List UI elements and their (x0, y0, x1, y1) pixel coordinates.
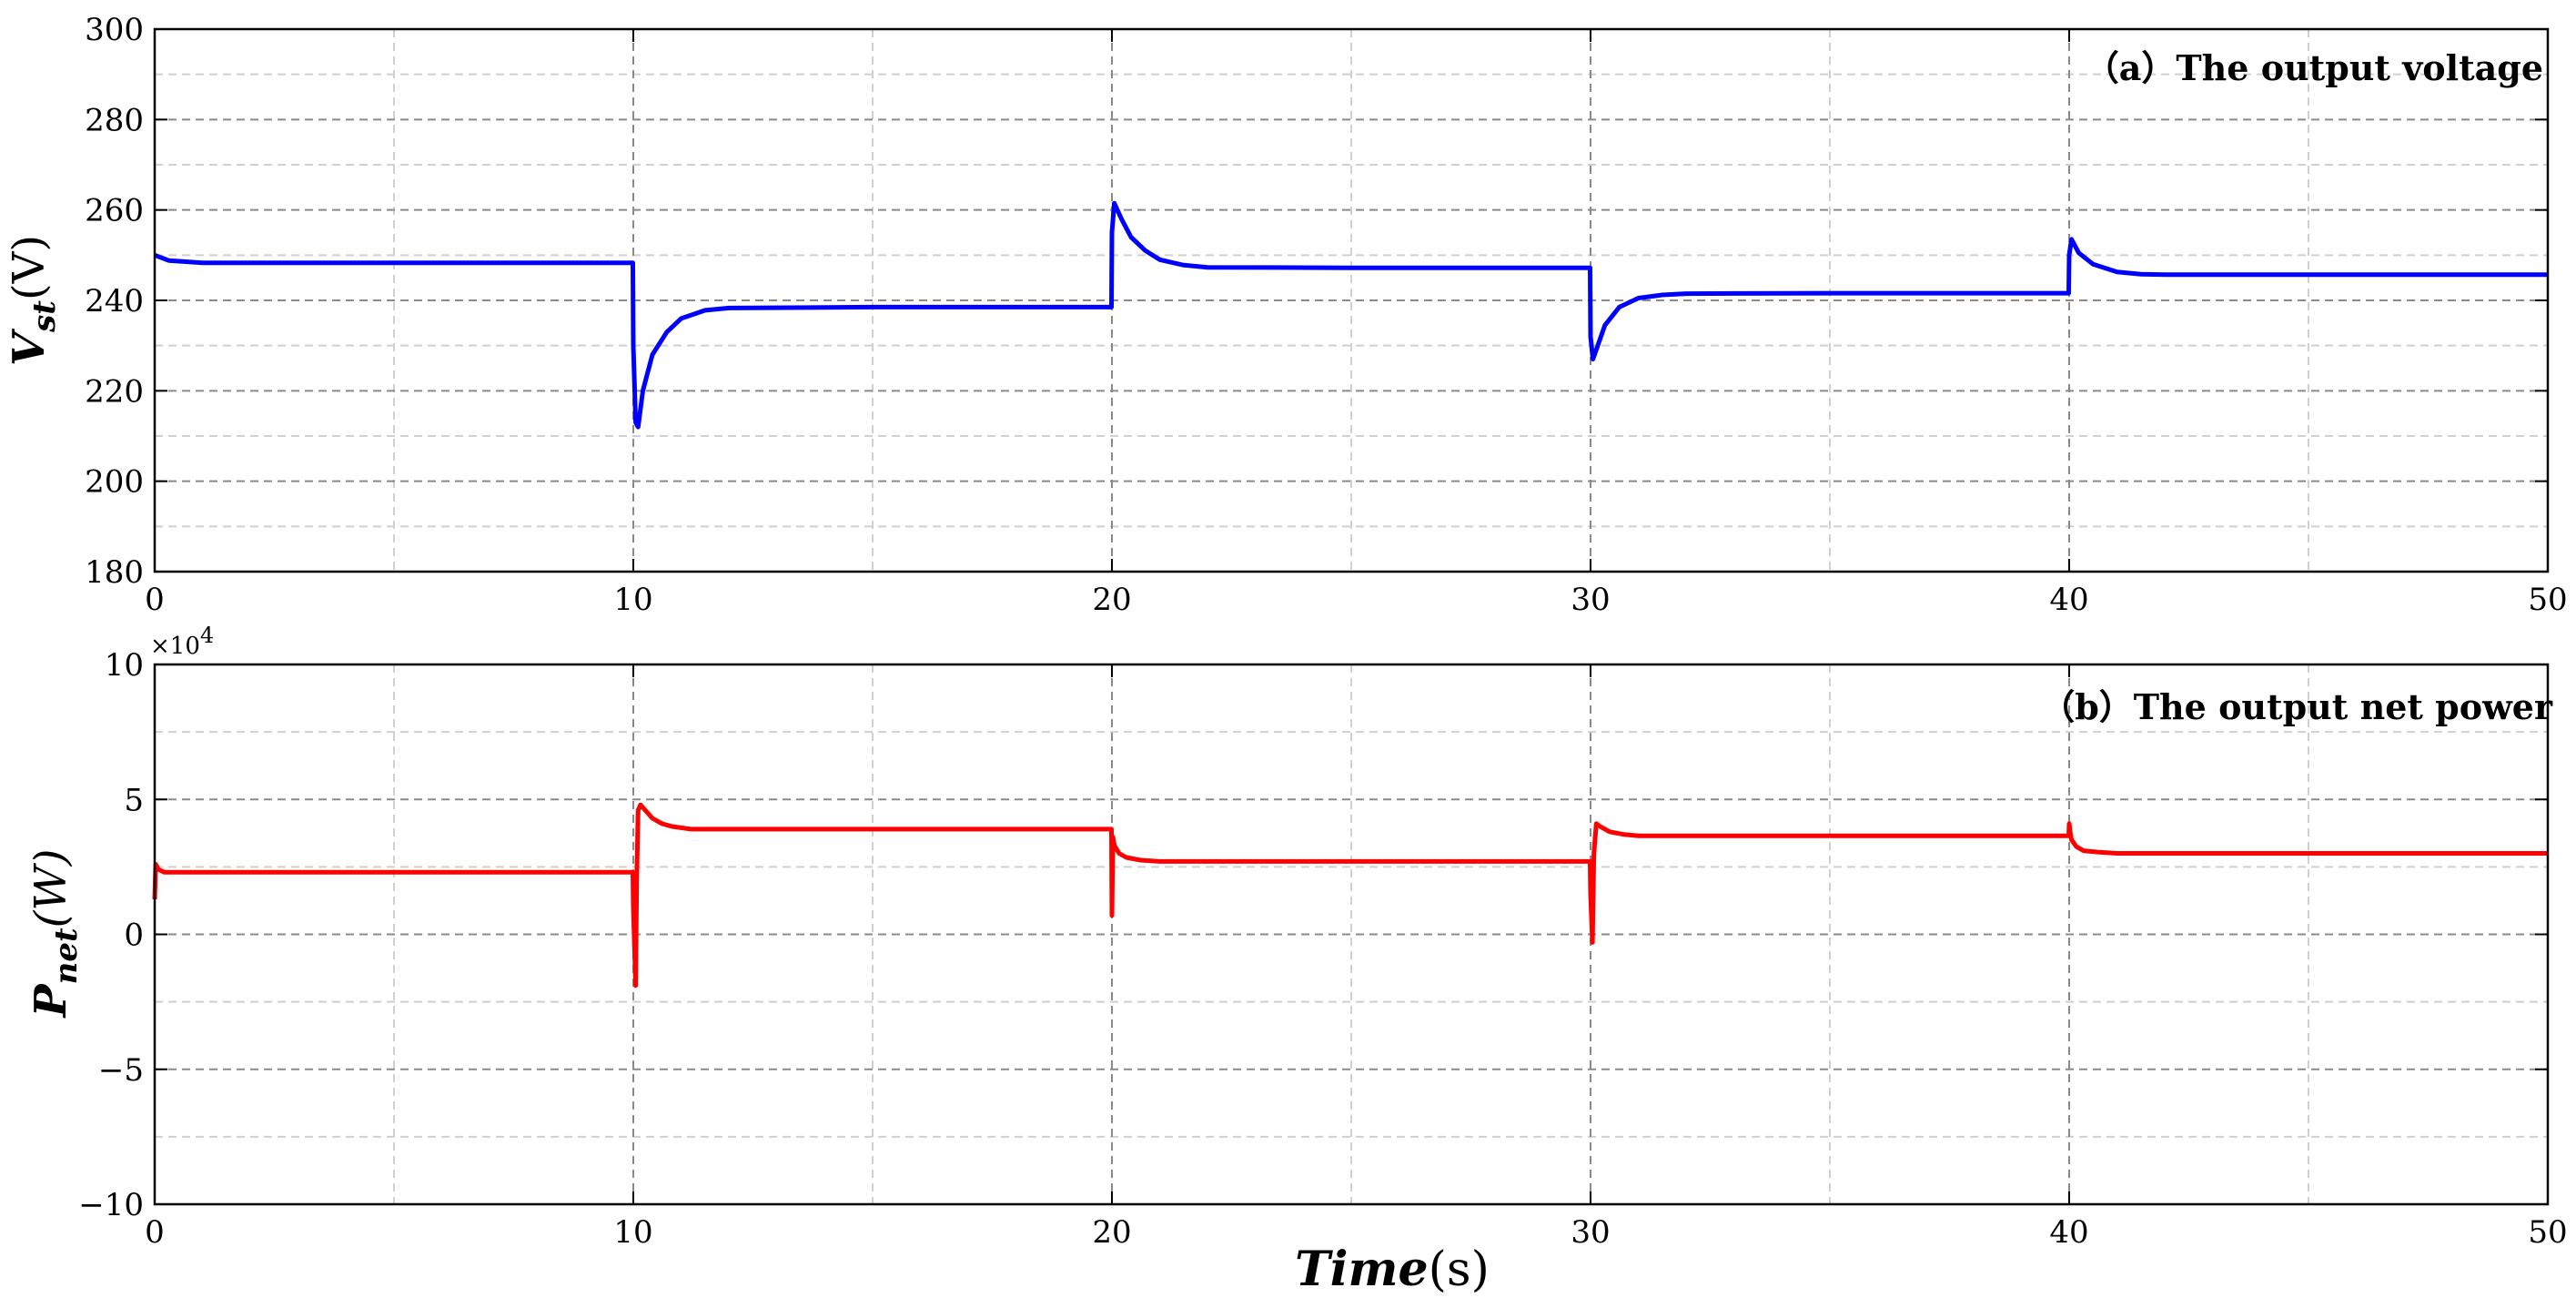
x-tick-label-power: 30 (1571, 1214, 1610, 1251)
y-tick-label-voltage: 180 (85, 554, 144, 591)
series-power (152, 802, 2548, 989)
y-tick-labels-voltage: 180 200 220 240 260 280 300 (85, 12, 144, 591)
x-tick-label-voltage: 30 (1571, 582, 1610, 618)
y-axis-label-power: Pnet(W) (25, 849, 85, 1019)
x-axis-label-main: Time (1295, 1242, 1429, 1297)
minor-grid-voltage (155, 29, 2548, 572)
x-tick-label-power: 40 (2049, 1214, 2088, 1251)
ticks-voltage (154, 28, 2549, 573)
y-tick-label-voltage: 240 (85, 283, 144, 319)
y-axis-label-power-unit: (W) (25, 849, 76, 928)
y-tick-label-voltage: 260 (85, 193, 144, 229)
major-grid-power (155, 664, 2548, 1204)
y-tick-label-voltage: 280 (85, 102, 144, 138)
x-tick-label-voltage: 20 (1092, 582, 1131, 618)
x-tick-label-voltage: 0 (145, 582, 165, 618)
y-tick-label-power: −5 (98, 1052, 144, 1089)
chart-panel-power: 0 10 20 30 40 50 −10 −5 0 5 10 （b）The output net … (25, 623, 2568, 1251)
y-exponent-label: ×104 (150, 623, 214, 660)
x-tick-label-power: 50 (2528, 1214, 2567, 1251)
x-tick-label-voltage: 10 (613, 582, 652, 618)
x-tick-label-voltage: 40 (2049, 582, 2088, 618)
series-voltage (154, 200, 2548, 430)
x-tick-labels-voltage: 0 10 20 30 40 50 (145, 582, 2567, 618)
y-tick-label-power: 5 (124, 782, 144, 818)
chart-panel-voltage: 0 10 20 30 40 50 180 200 220 240 260 280 300 （a）The… (4, 12, 2568, 618)
x-tick-labels-power: 0 10 20 30 40 50 (145, 1214, 2567, 1251)
y-exponent-base: ×10 (150, 633, 200, 660)
y-tick-label-voltage: 200 (85, 464, 144, 501)
y-tick-label-voltage: 220 (85, 373, 144, 410)
y-axis-label-power-subscript: net (48, 928, 85, 984)
y-exponent-power: 4 (200, 623, 214, 648)
y-axis-label-voltage: Vst(V) (4, 235, 63, 366)
y-axis-label-voltage-unit: (V) (4, 235, 55, 300)
y-tick-labels-power: −10 −5 0 5 10 (78, 647, 144, 1223)
panel-title-power: （b）The output net power (2040, 686, 2553, 727)
y-axis-label-voltage-subscript: st (26, 300, 63, 333)
x-tick-label-power: 20 (1092, 1214, 1131, 1251)
series-line-power (152, 802, 2548, 989)
major-grid-voltage (155, 29, 2548, 572)
y-tick-label-power: 0 (124, 918, 144, 954)
y-tick-label-power: −10 (78, 1187, 144, 1223)
x-axis-label-unit: (s) (1429, 1242, 1490, 1297)
y-tick-label-power: 10 (105, 647, 144, 684)
x-tick-label-power: 0 (145, 1214, 165, 1251)
y-axis-label-voltage-symbol: V (4, 328, 55, 366)
x-tick-label-voltage: 50 (2528, 582, 2567, 618)
x-axis-label: Time(s) (1295, 1242, 1490, 1297)
y-axis-label-power-symbol: P (25, 982, 76, 1019)
x-tick-label-power: 10 (613, 1214, 652, 1251)
minor-grid-power (155, 664, 2548, 1204)
y-tick-label-voltage: 300 (85, 12, 144, 48)
series-line-voltage (154, 200, 2548, 430)
panel-title-voltage: （a）The output voltage (2085, 47, 2543, 88)
ticks-power (154, 664, 2549, 1205)
